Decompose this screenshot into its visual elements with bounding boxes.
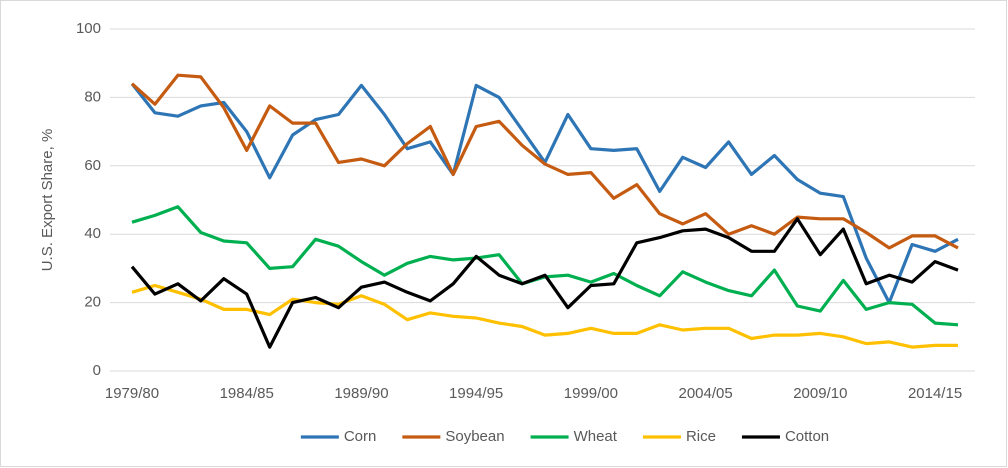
x-tick-label: 1994/95 — [449, 385, 503, 402]
y-tick-label: 100 — [76, 20, 101, 37]
legend-label: Cotton — [785, 428, 829, 445]
y-tick-label: 60 — [84, 157, 101, 174]
line-series — [131, 283, 958, 349]
y-axis-label: U.S. Export Share, % — [39, 129, 56, 272]
x-tick-label: 2004/05 — [678, 385, 732, 402]
x-tick-label: 2014/15 — [908, 385, 962, 402]
legend-label: Corn — [344, 428, 377, 445]
legend-label: Wheat — [574, 428, 618, 445]
x-tick-label: 1989/90 — [334, 385, 388, 402]
x-tick-label: 1984/85 — [220, 385, 274, 402]
x-tick-label: 1999/00 — [564, 385, 618, 402]
y-tick-label: 40 — [84, 225, 101, 242]
x-tick-label: 2009/10 — [793, 385, 847, 402]
y-tick-label: 20 — [84, 294, 101, 311]
y-tick-label: 80 — [84, 88, 101, 105]
legend-label: Soybean — [445, 428, 504, 445]
line-series — [130, 217, 959, 349]
line-series — [130, 73, 959, 250]
x-tick-label: 1979/80 — [105, 385, 159, 402]
legend-label: Rice — [686, 428, 716, 445]
y-tick-label: 0 — [93, 362, 101, 379]
